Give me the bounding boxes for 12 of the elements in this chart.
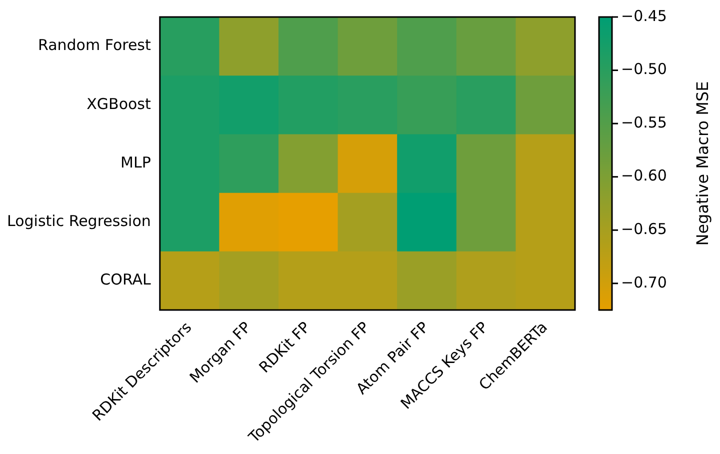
color-bar-label: −0.65 [621, 220, 667, 238]
color-bar-label: −0.45 [621, 6, 667, 25]
y-tick-label: MLP [120, 153, 151, 172]
y-tick-label: Logistic Regression [6, 212, 151, 230]
color-bar-label: −0.70 [621, 273, 667, 292]
y-tick-label: Random Forest [38, 36, 151, 54]
color-bar-title: Negative Macro MSE [693, 81, 712, 246]
color-bar-label: −0.50 [621, 60, 667, 78]
y-tick-label: CORAL [100, 270, 152, 289]
y-tick-label: XGBoost [86, 94, 151, 113]
color-bar-label: −0.60 [621, 166, 667, 185]
color-bar-label: −0.55 [621, 113, 667, 132]
